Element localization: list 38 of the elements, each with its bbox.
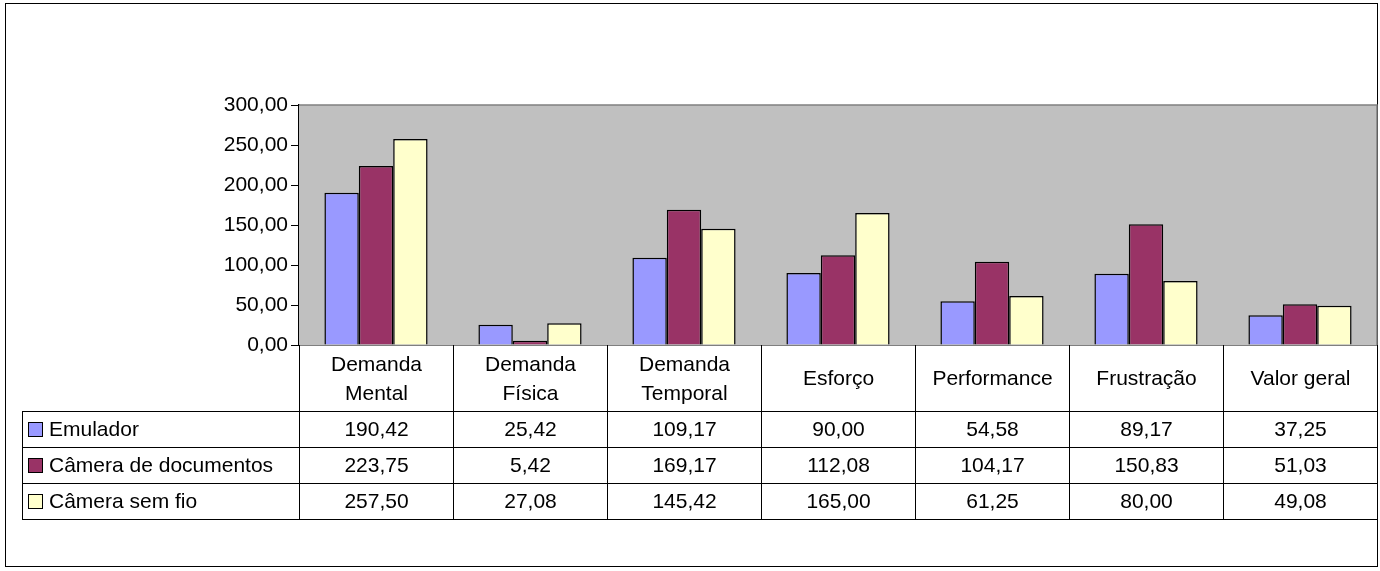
data-label: 54,58 [915, 411, 1070, 447]
x-tick-label: Valor geral [1223, 345, 1378, 411]
y-tick-label: 250,00 [223, 131, 288, 155]
x-tick-label: Frustração [1069, 345, 1224, 411]
x-tick-label: Demanda Física [453, 345, 608, 411]
legend-label: Câmera sem fio [49, 489, 198, 512]
data-label: 37,25 [1223, 411, 1378, 447]
x-tick-label: Performance [915, 345, 1070, 411]
y-tick-label: 50,00 [235, 291, 288, 315]
data-label: 165,00 [761, 483, 916, 519]
data-label: 145,42 [607, 483, 762, 519]
data-label: 80,00 [1069, 483, 1224, 519]
data-label: 5,42 [453, 447, 608, 483]
x-tick-label: Esforço [761, 345, 916, 411]
data-label: 109,17 [607, 411, 762, 447]
data-label: 257,50 [299, 483, 454, 519]
data-label: 190,42 [299, 411, 454, 447]
data-label: 169,17 [607, 447, 762, 483]
data-label: 27,08 [453, 483, 608, 519]
data-label: 49,08 [1223, 483, 1378, 519]
data-label: 112,08 [761, 447, 916, 483]
x-tick-label: Demanda Mental [299, 345, 454, 411]
data-label: 104,17 [915, 447, 1070, 483]
data-label: 89,17 [1069, 411, 1224, 447]
data-label: 90,00 [761, 411, 916, 447]
data-label: 61,25 [915, 483, 1070, 519]
data-label: 150,83 [1069, 447, 1224, 483]
y-tick-label: 150,00 [223, 211, 288, 235]
legend-label: Emulador [49, 417, 139, 440]
x-tick-label: Demanda Temporal [607, 345, 762, 411]
y-tick-label: 300,00 [223, 91, 288, 115]
y-tick-label: 100,00 [223, 251, 288, 275]
legend-label: Câmera de documentos [49, 453, 274, 476]
y-tick-label: 0,00 [247, 331, 288, 355]
data-label: 223,75 [299, 447, 454, 483]
data-label: 25,42 [453, 411, 608, 447]
data-label: 51,03 [1223, 447, 1378, 483]
y-tick-label: 200,00 [223, 171, 288, 195]
